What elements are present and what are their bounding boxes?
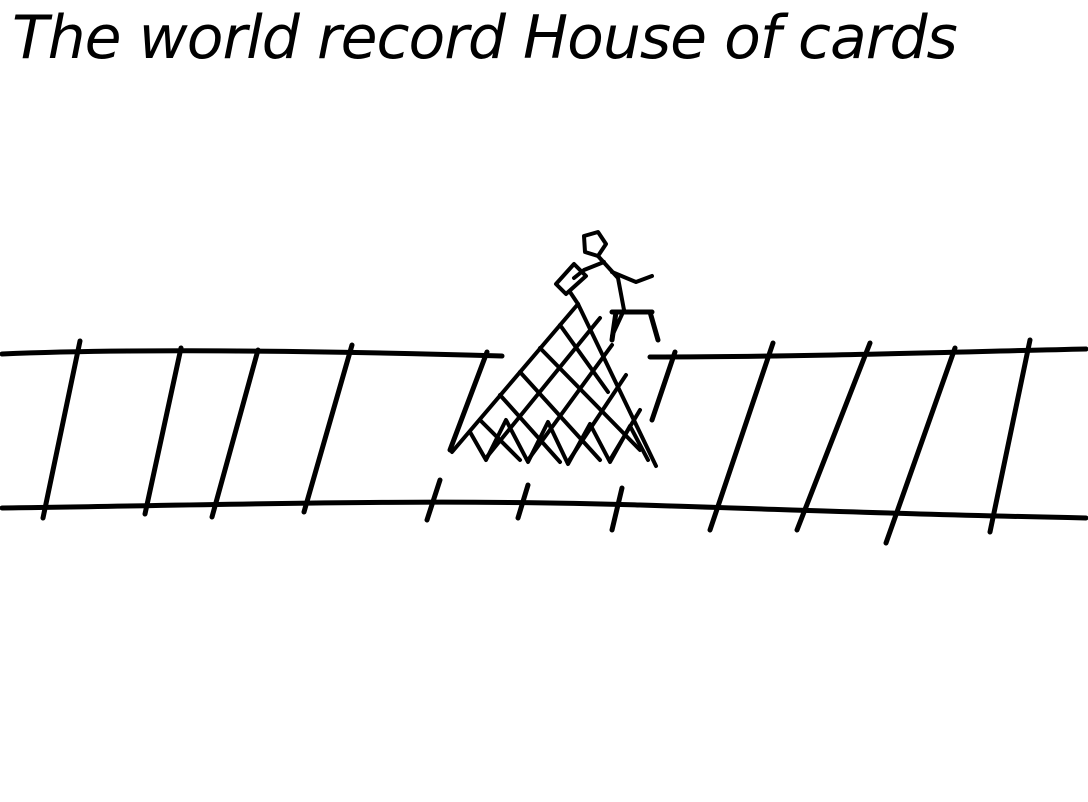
railroad-track: [0, 337, 1088, 546]
card-house-pyramid: [450, 302, 658, 468]
stool: [609, 309, 661, 343]
figure-arm-left: [572, 260, 606, 280]
card-in-hand: [554, 262, 588, 296]
caption: The world record House of cards: [12, 3, 958, 73]
railroad-ties: [40, 337, 1033, 546]
figure-arm-right: [610, 270, 654, 284]
stick-figure: [554, 230, 654, 338]
rail-top-left: [0, 348, 505, 359]
figure-head: [582, 230, 608, 258]
rail-bottom: [0, 499, 1088, 521]
